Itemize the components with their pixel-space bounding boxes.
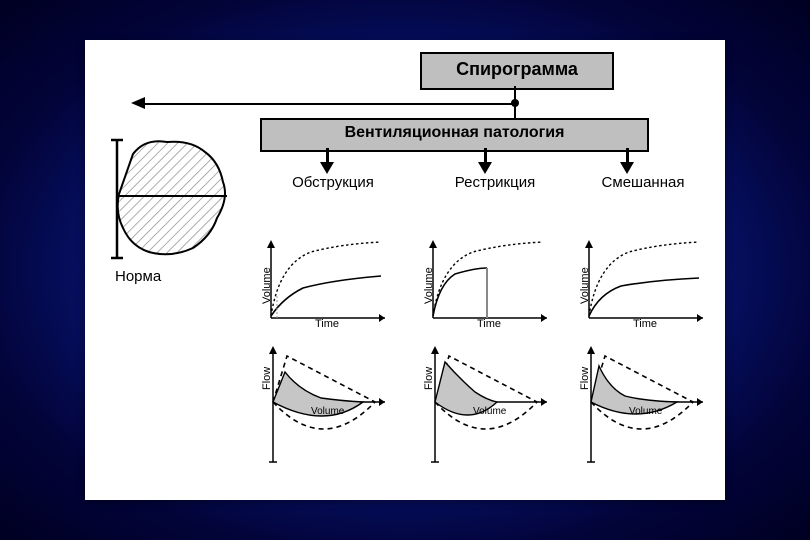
norm-label: Норма — [115, 268, 161, 285]
subtitle-text: Вентиляционная патология — [345, 124, 565, 141]
axis-flow-label: Flow — [579, 367, 591, 390]
axis-volume-label: Volume — [261, 267, 273, 304]
axis-time-label: Time — [315, 318, 339, 330]
axis-volume-inlabel: Volume — [311, 406, 344, 417]
axis-flow-label: Flow — [261, 367, 273, 390]
fv-chart-mixed: Flow Volume — [581, 344, 707, 476]
norm-shape — [105, 136, 235, 262]
axis-volume-label: Volume — [579, 267, 591, 304]
category-restriction: Рестрикция — [445, 174, 545, 191]
vt-chart-restriction: Volume Time — [425, 238, 551, 330]
category-mixed: Смешанная — [593, 174, 693, 191]
arrow-down-icon — [321, 148, 333, 174]
vt-chart-mixed: Volume Time — [581, 238, 707, 330]
fv-chart-obstruction: Flow Volume — [263, 344, 389, 476]
arrow-left-icon — [131, 97, 145, 109]
axis-time-label: Time — [633, 318, 657, 330]
axis-volume-label: Volume — [423, 267, 435, 304]
axis-volume-inlabel: Volume — [473, 406, 506, 417]
title-box: Спирограмма — [420, 52, 614, 90]
axis-time-label: Time — [477, 318, 501, 330]
axis-flow-label: Flow — [423, 367, 435, 390]
vt-chart-obstruction: Volume Time — [263, 238, 389, 330]
arrow-down-icon — [621, 148, 633, 174]
axis-volume-inlabel: Volume — [629, 406, 662, 417]
arrow-down-icon — [479, 148, 491, 174]
category-obstruction: Обструкция — [283, 174, 383, 191]
title-text: Спирограмма — [456, 59, 578, 79]
fv-chart-restriction: Flow Volume — [425, 344, 551, 476]
subtitle-box: Вентиляционная патология — [260, 118, 649, 152]
connector-line — [145, 103, 515, 105]
connector-stub — [514, 86, 516, 104]
diagram: Спирограмма Вентиляционная патология Обс… — [85, 40, 725, 500]
connector-stub-down — [514, 103, 516, 118]
slide-panel: Спирограмма Вентиляционная патология Обс… — [85, 40, 725, 500]
